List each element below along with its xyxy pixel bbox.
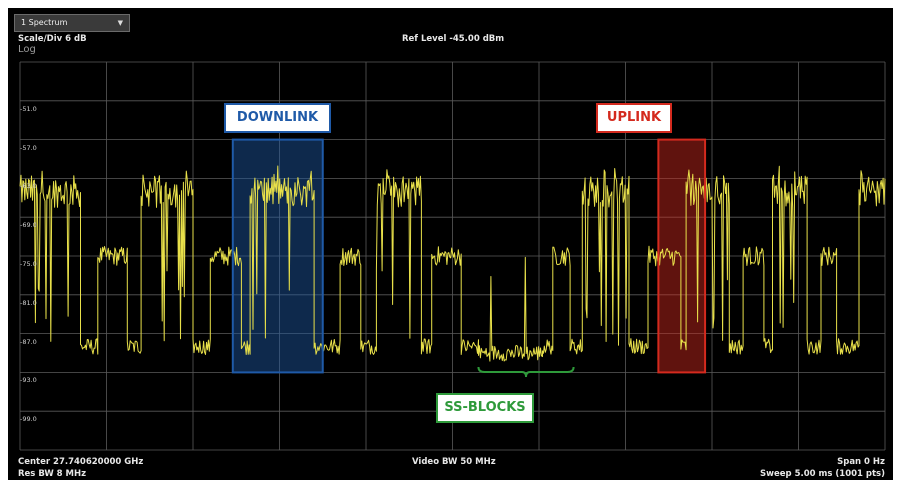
y-tick-label: -63.0 xyxy=(20,182,37,191)
ss-blocks-label: SS-BLOCKS xyxy=(436,393,534,423)
ss-blocks-bracket xyxy=(477,366,575,378)
spectrum-tab-label: 1 Spectrum xyxy=(21,18,68,27)
sweep-time: Sweep 5.00 ms (1001 pts) xyxy=(760,469,885,479)
span-value: Span 0 Hz xyxy=(837,457,885,467)
scale-mode: Log xyxy=(18,44,36,55)
resolution-bandwidth: Res BW 8 MHz xyxy=(18,469,87,479)
y-tick-label: -51.0 xyxy=(20,104,37,113)
chevron-down-icon: ▼ xyxy=(117,19,123,27)
downlink-region-border xyxy=(231,138,324,374)
y-tick-label: -57.0 xyxy=(20,143,37,152)
scale-per-division: Scale/Div 6 dB xyxy=(18,34,87,44)
reference-level: Ref Level -45.00 dBm xyxy=(402,34,505,44)
uplink-region-border xyxy=(657,138,707,374)
uplink-label: UPLINK xyxy=(596,103,672,133)
y-tick-label: -81.0 xyxy=(20,298,37,307)
spectrum-trace xyxy=(19,165,886,362)
spectrum-tab-selector[interactable]: 1 Spectrum ▼ xyxy=(14,14,130,32)
y-tick-label: -75.0 xyxy=(20,260,37,268)
y-tick-label: -93.0 xyxy=(20,376,37,385)
y-tick-label: -99.0 xyxy=(20,415,37,424)
downlink-label: DOWNLINK xyxy=(224,103,331,133)
y-tick-label: -87.0 xyxy=(20,337,37,346)
y-tick-label: -69.0 xyxy=(20,221,37,230)
video-bandwidth: Video BW 50 MHz xyxy=(412,457,496,467)
center-frequency: Center 27.740620000 GHz xyxy=(18,457,144,467)
